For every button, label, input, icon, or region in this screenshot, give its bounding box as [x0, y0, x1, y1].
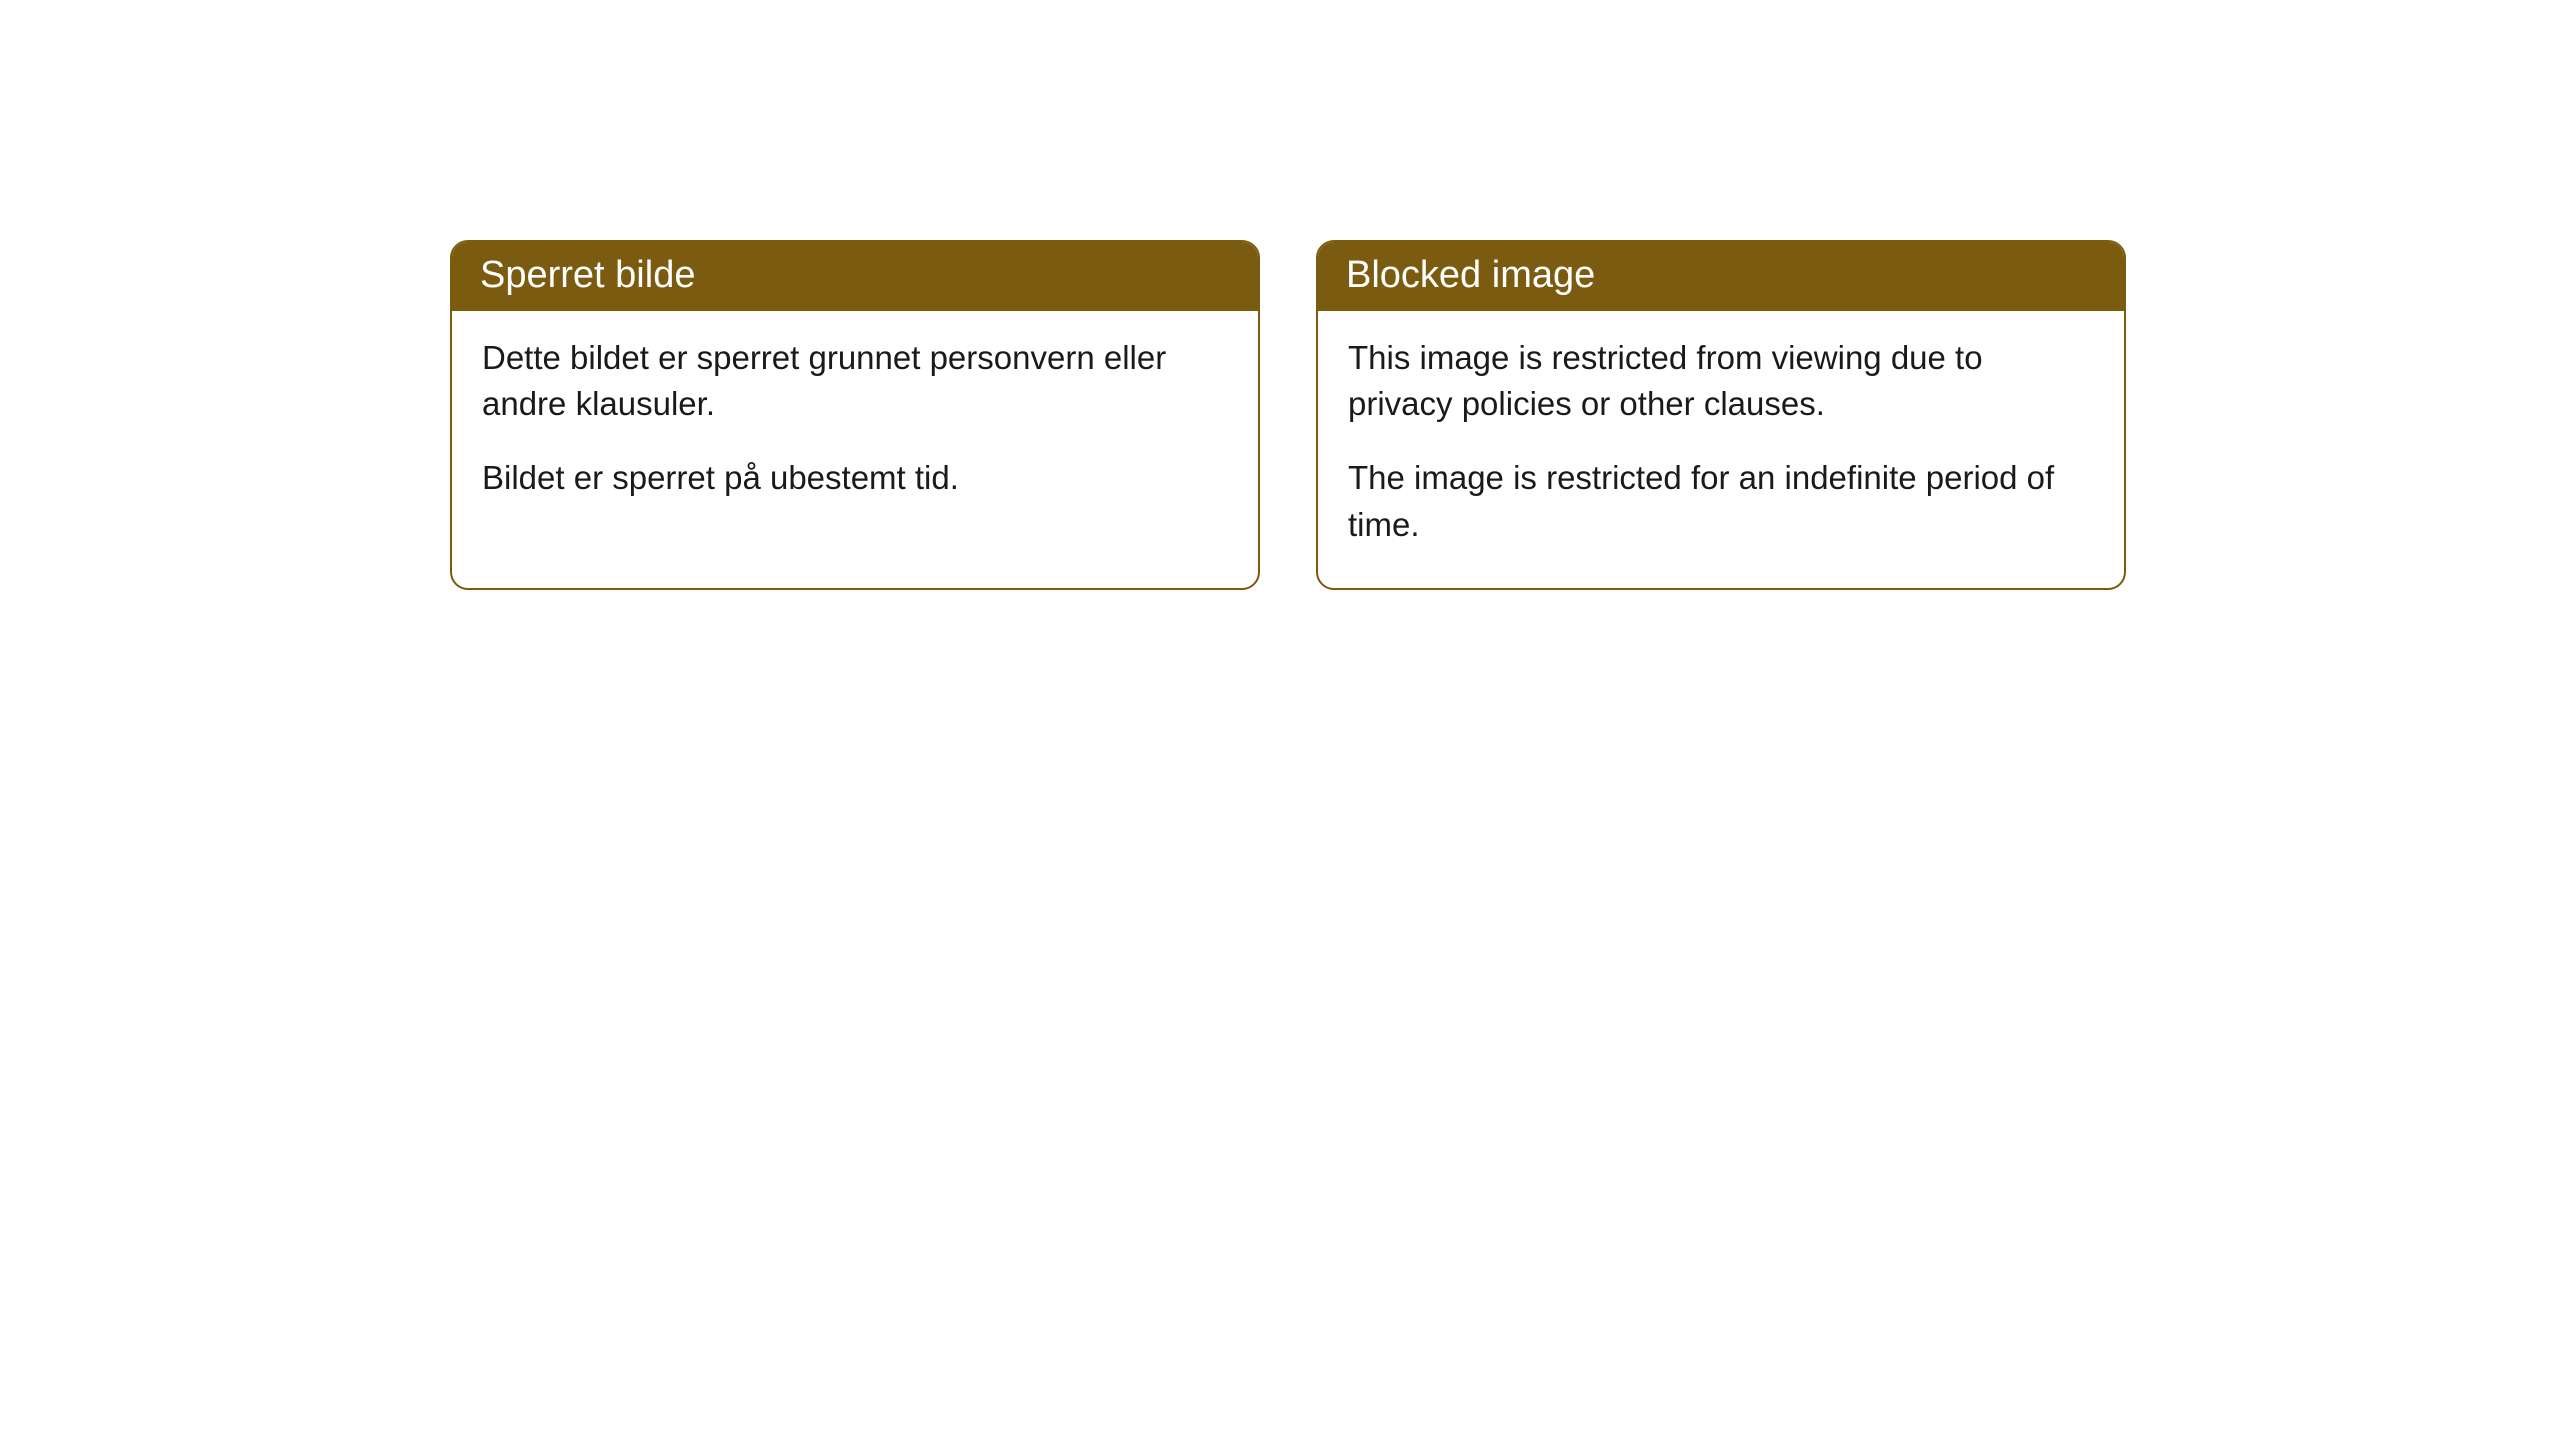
notice-container: Sperret bilde Dette bildet er sperret gr…	[0, 0, 2560, 590]
notice-paragraph: The image is restricted for an indefinit…	[1348, 455, 2094, 547]
notice-body: Dette bildet er sperret grunnet personve…	[452, 311, 1258, 542]
notice-header: Blocked image	[1318, 242, 2124, 311]
notice-body: This image is restricted from viewing du…	[1318, 311, 2124, 588]
notice-header: Sperret bilde	[452, 242, 1258, 311]
notice-card-norwegian: Sperret bilde Dette bildet er sperret gr…	[450, 240, 1260, 590]
notice-paragraph: Dette bildet er sperret grunnet personve…	[482, 335, 1228, 427]
notice-card-english: Blocked image This image is restricted f…	[1316, 240, 2126, 590]
notice-paragraph: Bildet er sperret på ubestemt tid.	[482, 455, 1228, 501]
notice-paragraph: This image is restricted from viewing du…	[1348, 335, 2094, 427]
